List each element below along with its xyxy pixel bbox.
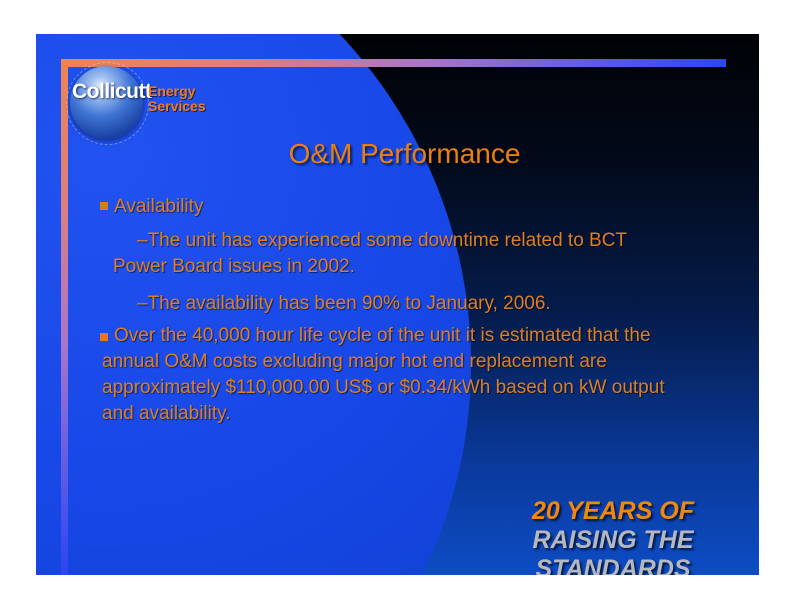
bullet-om-costs: Over the 40,000 hour life cycle of the u… (102, 325, 665, 424)
bullet-square-icon (100, 202, 108, 210)
sub-bullet-downtime: –The unit has experienced some downtime … (113, 230, 628, 277)
slogan-lines-2-3: RAISING THE STANDARDS (532, 526, 694, 575)
logo-ring (66, 62, 149, 145)
logo-wordmark: Collicutt (72, 80, 152, 103)
bullet-availability: Availability (114, 196, 204, 217)
sub-bullet-availability-percent: –The availability has been 90% to Januar… (137, 293, 551, 314)
logo-sphere-icon (70, 66, 143, 139)
slide-title: O&M Performance (288, 138, 521, 169)
slogan-line-1: 20 YEARS OF (531, 497, 695, 525)
accent-line-horizontal (61, 59, 726, 67)
bullet-square-icon (100, 333, 108, 341)
company-slogan: 20 YEARS OF RAISING THE STANDARDS (478, 497, 748, 575)
slide: Collicutt Energy Services O&M Performanc… (36, 34, 759, 575)
accent-line-vertical (61, 59, 68, 575)
logo-tagline: Energy Services (148, 83, 206, 114)
